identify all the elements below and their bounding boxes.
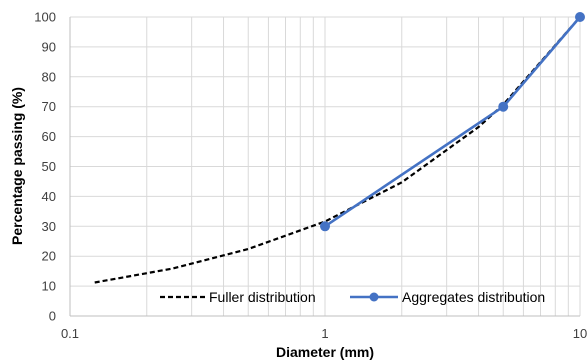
y-tick-label: 0 — [49, 309, 56, 324]
x-tick-label: 0.1 — [61, 326, 79, 341]
y-tick-label: 50 — [42, 159, 56, 174]
x-axis-title: Diameter (mm) — [276, 344, 374, 360]
y-tick-label: 90 — [42, 39, 56, 54]
y-tick-labels: 0 10 20 30 40 50 60 70 80 90 100 — [34, 10, 56, 324]
y-tick-label: 10 — [42, 279, 56, 294]
data-point-marker — [320, 221, 330, 232]
y-tick-label: 30 — [42, 219, 56, 234]
legend-label-fuller: Fuller distribution — [209, 289, 316, 305]
data-point-marker — [575, 12, 585, 22]
y-tick-label: 70 — [42, 99, 56, 114]
x-tick-label: 10 — [573, 326, 587, 341]
grid — [70, 16, 581, 316]
y-tick-label: 100 — [34, 10, 56, 25]
axes — [69, 17, 580, 317]
y-axis-title: Percentage passing (%) — [9, 87, 25, 245]
legend-label-aggregates: Aggregates distribution — [402, 289, 545, 305]
y-tick-label: 60 — [42, 129, 56, 144]
legend-marker-aggregates — [369, 292, 379, 302]
legend: Fuller distribution Aggregates distributi… — [160, 289, 545, 305]
x-tick-labels: 0.1 1 10 — [61, 326, 587, 341]
data-point-marker — [498, 101, 509, 112]
y-tick-label: 20 — [42, 249, 56, 264]
x-tick-label: 1 — [321, 326, 328, 341]
y-tick-label: 80 — [42, 69, 56, 84]
y-tick-label: 40 — [42, 189, 56, 204]
series-layer — [94, 12, 585, 284]
